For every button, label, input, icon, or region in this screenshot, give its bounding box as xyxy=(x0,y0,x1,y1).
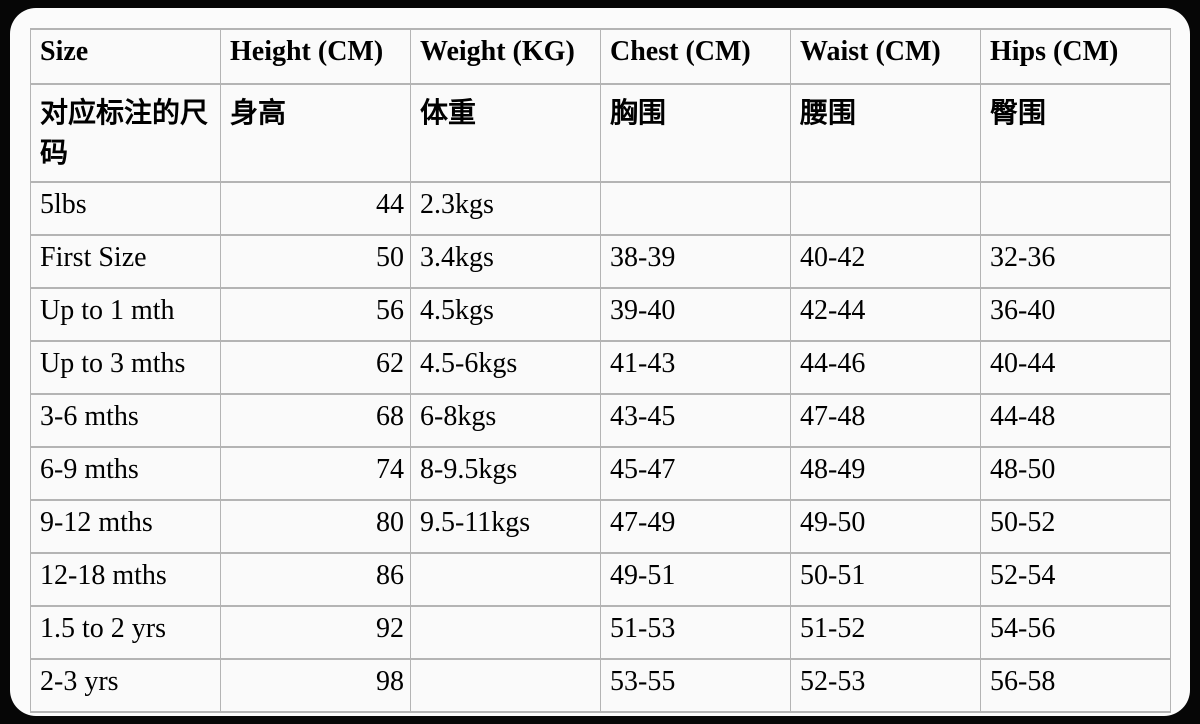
table-cell: 3-6 mths xyxy=(30,393,221,448)
table-cell xyxy=(410,552,601,607)
table-cell xyxy=(410,658,601,713)
table-cell: 56-58 xyxy=(980,658,1171,713)
table-body: 5lbs 44 2.3kgs First Size 50 3.4kgs 38-39 40-42… xyxy=(30,181,1171,713)
table-cell: 40-42 xyxy=(790,234,981,289)
table-cell xyxy=(600,181,791,236)
table-cell: 49-50 xyxy=(790,499,981,554)
column-header-cn: 腰围 xyxy=(790,83,981,183)
table-cell: Up to 3 mths xyxy=(30,340,221,395)
table-row: 6-9 mths 74 8-9.5kgs 45-47 48-49 48-50 xyxy=(30,446,1171,501)
table-cell: 42-44 xyxy=(790,287,981,342)
column-header: Waist (CM) xyxy=(790,28,981,85)
table-cell: 4.5-6kgs xyxy=(410,340,601,395)
column-header-cn: 胸围 xyxy=(600,83,791,183)
table-cell: 48-49 xyxy=(790,446,981,501)
table-cell: 43-45 xyxy=(600,393,791,448)
table-row: 2-3 yrs 98 53-55 52-53 56-58 xyxy=(30,658,1171,713)
table-cell: 50-52 xyxy=(980,499,1171,554)
table-row: 9-12 mths 80 9.5-11kgs 47-49 49-50 50-52 xyxy=(30,499,1171,554)
table-cell: 50 xyxy=(220,234,411,289)
column-header-cn: 对应标注的尺码 xyxy=(30,83,221,183)
table-cell: 2.3kgs xyxy=(410,181,601,236)
table-cell: 98 xyxy=(220,658,411,713)
column-header: Hips (CM) xyxy=(980,28,1171,85)
table-cell: 53-55 xyxy=(600,658,791,713)
table-cell: 51-52 xyxy=(790,605,981,660)
table-cell: 52-54 xyxy=(980,552,1171,607)
table-cell: 32-36 xyxy=(980,234,1171,289)
table-cell: 44-46 xyxy=(790,340,981,395)
table-cell: 39-40 xyxy=(600,287,791,342)
table-cell: 54-56 xyxy=(980,605,1171,660)
table-cell: 36-40 xyxy=(980,287,1171,342)
table-row: First Size 50 3.4kgs 38-39 40-42 32-36 xyxy=(30,234,1171,289)
table-cell: 6-8kgs xyxy=(410,393,601,448)
column-header: Chest (CM) xyxy=(600,28,791,85)
table-cell: 47-48 xyxy=(790,393,981,448)
table-cell: 49-51 xyxy=(600,552,791,607)
table-cell xyxy=(980,181,1171,236)
table-cell: 5lbs xyxy=(30,181,221,236)
column-header-cn: 臀围 xyxy=(980,83,1171,183)
table-row: Up to 1 mth 56 4.5kgs 39-40 42-44 36-40 xyxy=(30,287,1171,342)
table-cell: 8-9.5kgs xyxy=(410,446,601,501)
table-cell: 4.5kgs xyxy=(410,287,601,342)
table-row: 5lbs 44 2.3kgs xyxy=(30,181,1171,236)
table-cell: 2-3 yrs xyxy=(30,658,221,713)
table-cell: 44 xyxy=(220,181,411,236)
table-cell: 9.5-11kgs xyxy=(410,499,601,554)
table-cell xyxy=(410,605,601,660)
table-cell: 47-49 xyxy=(600,499,791,554)
table-cell: 12-18 mths xyxy=(30,552,221,607)
table-cell: 40-44 xyxy=(980,340,1171,395)
table-cell: 80 xyxy=(220,499,411,554)
table-cell: 9-12 mths xyxy=(30,499,221,554)
table-cell: 86 xyxy=(220,552,411,607)
table-cell: 62 xyxy=(220,340,411,395)
column-header-cn: 体重 xyxy=(410,83,601,183)
table-row: Up to 3 mths 62 4.5-6kgs 41-43 44-46 40-44 xyxy=(30,340,1171,395)
table-cell: Up to 1 mth xyxy=(30,287,221,342)
table-cell: 56 xyxy=(220,287,411,342)
table-cell xyxy=(790,181,981,236)
table-cell: 74 xyxy=(220,446,411,501)
table-cell: 48-50 xyxy=(980,446,1171,501)
table-row: 1.5 to 2 yrs 92 51-53 51-52 54-56 xyxy=(30,605,1171,660)
size-chart-table: Size Height (CM) Weight (KG) Chest (CM) Wais… xyxy=(30,28,1171,713)
table-row: 12-18 mths 86 49-51 50-51 52-54 xyxy=(30,552,1171,607)
table-cell: 45-47 xyxy=(600,446,791,501)
table-cell: 44-48 xyxy=(980,393,1171,448)
table-cell: 51-53 xyxy=(600,605,791,660)
table-cell: 6-9 mths xyxy=(30,446,221,501)
column-header-cn: 身高 xyxy=(220,83,411,183)
column-header: Weight (KG) xyxy=(410,28,601,85)
table-cell: 50-51 xyxy=(790,552,981,607)
table-cell: 92 xyxy=(220,605,411,660)
table-row: 3-6 mths 68 6-8kgs 43-45 47-48 44-48 xyxy=(30,393,1171,448)
column-header: Size xyxy=(30,28,221,85)
header-row-chinese: 对应标注的尺码 身高 体重 胸围 腰围 臀围 xyxy=(30,83,1171,183)
table-cell: First Size xyxy=(30,234,221,289)
table-cell: 41-43 xyxy=(600,340,791,395)
page-card: Size Height (CM) Weight (KG) Chest (CM) Wais… xyxy=(10,8,1190,716)
table-cell: 3.4kgs xyxy=(410,234,601,289)
header-row-english: Size Height (CM) Weight (KG) Chest (CM) Wais… xyxy=(30,28,1171,85)
column-header: Height (CM) xyxy=(220,28,411,85)
table-cell: 68 xyxy=(220,393,411,448)
table-cell: 52-53 xyxy=(790,658,981,713)
table-cell: 38-39 xyxy=(600,234,791,289)
table-header: Size Height (CM) Weight (KG) Chest (CM) Wais… xyxy=(30,28,1171,183)
table-cell: 1.5 to 2 yrs xyxy=(30,605,221,660)
